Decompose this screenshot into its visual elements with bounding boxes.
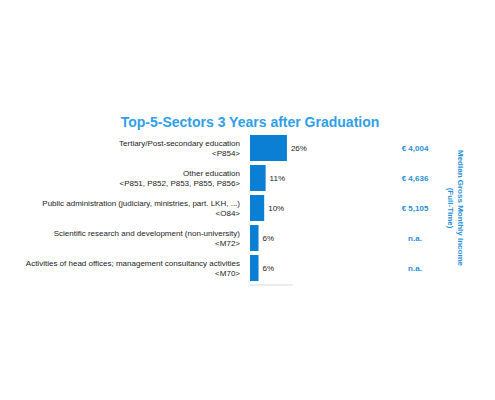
data-label: 6%: [263, 264, 275, 273]
category-label: Public administration (judiciary, minist…: [42, 199, 240, 218]
data-label: 26%: [291, 144, 307, 153]
bars: [250, 135, 287, 281]
income-label: € 4,636: [402, 174, 429, 183]
bar: [250, 195, 264, 221]
category-label-line: Activities of head offices; management c…: [26, 259, 240, 268]
data-label: 6%: [263, 234, 275, 243]
income-label: € 4,004: [402, 144, 429, 153]
bar: [250, 165, 266, 191]
income-title-line: (Full-Time): [446, 188, 455, 229]
title: Top-5-Sectors 3 Years after Graduation: [121, 114, 380, 130]
category-label-line: <M72>: [215, 239, 240, 248]
income-title-group: Median Gross Monthly Income(Full-Time): [446, 150, 465, 267]
category-label-line: <M70>: [215, 269, 240, 278]
category-label-line: Tertiary/Post-secondary education: [119, 139, 240, 148]
bar: [250, 225, 259, 251]
data-label: 11%: [270, 174, 285, 183]
category-label-line: Scientific research and development (non…: [54, 229, 241, 238]
income-title: Median Gross Monthly Income(Full-Time): [446, 150, 465, 267]
category-label-line: Other education: [183, 169, 240, 178]
income-label: n.a.: [408, 234, 422, 243]
category-label-line: Public administration (judiciary, minist…: [42, 199, 240, 208]
income-label: € 5,105: [402, 204, 429, 213]
category-label-line: <O84>: [216, 209, 241, 218]
category-label: Activities of head offices; management c…: [26, 259, 241, 278]
category-label: Scientific research and development (non…: [54, 229, 241, 248]
bar: [250, 255, 259, 281]
category-label: Other education<P851, P852, P853, P855, …: [119, 169, 240, 188]
category-label: Tertiary/Post-secondary education<P854>: [119, 139, 240, 158]
x-axis-line: [250, 285, 293, 286]
category-label-line: <P851, P852, P853, P855, P856>: [119, 179, 240, 188]
bar: [250, 135, 287, 161]
data-label: 10%: [268, 204, 284, 213]
income-title-line: Median Gross Monthly Income: [456, 150, 465, 267]
chart: Top-5-Sectors 3 Years after Graduation Te…: [0, 0, 495, 400]
income-label: n.a.: [408, 264, 422, 273]
category-label-line: <P854>: [212, 149, 240, 158]
